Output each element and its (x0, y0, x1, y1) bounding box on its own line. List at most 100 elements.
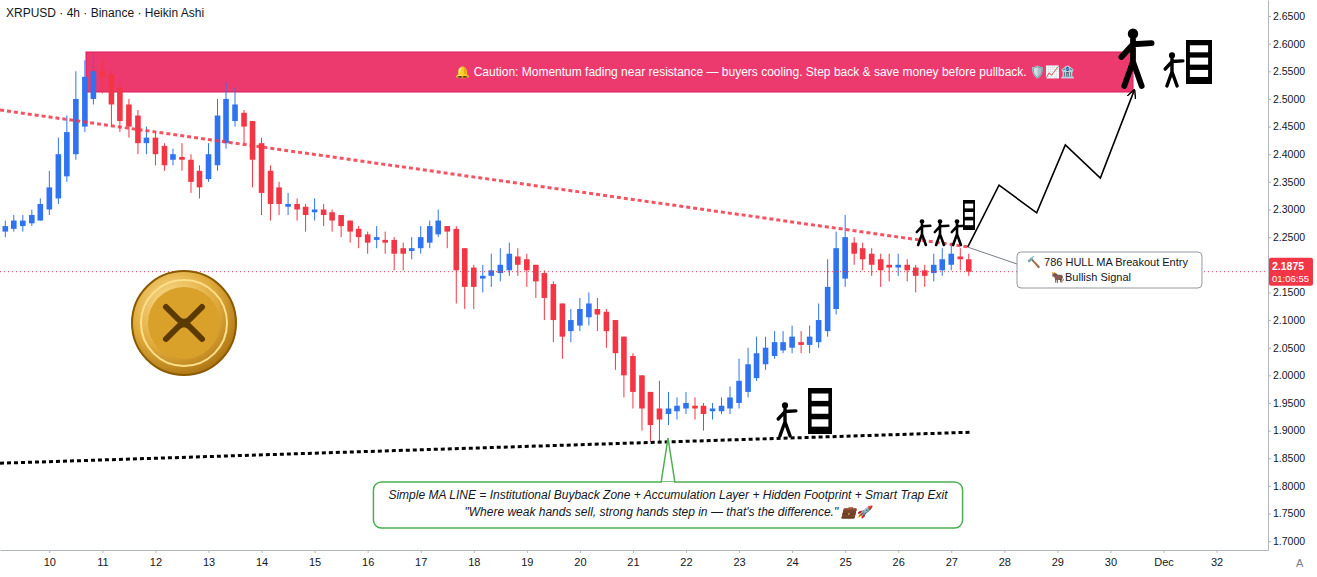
candle-body (833, 248, 839, 309)
candle-body (126, 104, 132, 126)
decorations (132, 29, 1212, 436)
x-tick-mark (633, 550, 634, 553)
candle-body (789, 337, 795, 348)
candle (488, 254, 494, 287)
candle (542, 270, 548, 320)
person-icon (778, 402, 796, 436)
candle (966, 254, 972, 276)
candle (338, 215, 344, 237)
candle (197, 165, 203, 198)
candle-body (206, 154, 212, 179)
candle (215, 99, 221, 171)
candle (3, 221, 9, 238)
candle (780, 331, 786, 353)
candle-body (895, 265, 901, 268)
candle-body (780, 342, 786, 350)
y-tick: 1.7000 (1268, 535, 1305, 547)
candle-body (329, 212, 335, 220)
atm-frame (963, 200, 975, 230)
candle-body (798, 342, 804, 345)
candle (825, 259, 831, 336)
y-tick-label: 2.4500 (1273, 120, 1305, 132)
coin-ring (141, 280, 227, 366)
x-tick-mark (1057, 550, 1058, 553)
atm-slot (812, 394, 829, 401)
x-tick-mark (1110, 550, 1111, 553)
candle (400, 243, 406, 271)
x-tick: 26 (893, 550, 905, 568)
y-tick-mark (1268, 486, 1271, 487)
candle (621, 337, 627, 398)
candle (38, 198, 44, 220)
candle (630, 353, 636, 408)
candle-body (268, 171, 274, 204)
candle (285, 193, 291, 215)
y-tick: 2.6000 (1268, 38, 1305, 50)
y-tick-label: 2.6000 (1273, 38, 1305, 50)
candle (206, 143, 212, 182)
candle-body (948, 254, 954, 265)
y-axis-line (1268, 1, 1269, 551)
candle-body (144, 138, 150, 144)
x-tick: 10 (44, 550, 56, 568)
atm-icon (1186, 40, 1212, 84)
x-tick: 13 (203, 550, 215, 568)
candle-body (957, 256, 963, 259)
candle-body (38, 204, 44, 221)
candle-body (453, 229, 459, 270)
x-tick-mark (155, 550, 156, 553)
x-tick-mark (49, 550, 50, 553)
candle-body (435, 221, 441, 235)
candle-body (29, 215, 35, 223)
x-tick: 17 (415, 550, 427, 568)
candle (20, 215, 26, 232)
candle (913, 265, 919, 293)
candle-body (47, 187, 53, 209)
candle (772, 331, 778, 359)
y-tick-label: 2.5000 (1273, 93, 1305, 105)
trend-line (0, 110, 970, 247)
candle-body (338, 215, 344, 226)
callout-text: "Where weak hands sell, strong hands ste… (464, 505, 874, 519)
callout-text: Simple MA LINE = Institutional Buyback Z… (388, 488, 948, 502)
candle-body (259, 143, 265, 193)
candle-body (710, 408, 716, 411)
y-tick-mark (1268, 182, 1271, 183)
coin-inner (148, 287, 220, 359)
y-tick-mark (1268, 320, 1271, 321)
atm-slot (1190, 70, 1208, 77)
x-axis-line (1, 550, 1269, 551)
atm-icon (963, 200, 975, 230)
candle (241, 110, 247, 143)
y-tick-mark (1268, 99, 1271, 100)
candle (648, 392, 654, 442)
candle-body (223, 99, 229, 143)
candle (639, 375, 645, 430)
candle-body (64, 132, 70, 176)
candle (524, 254, 530, 287)
candle (382, 232, 388, 254)
y-tick: 2.0500 (1268, 342, 1305, 354)
x-tick-mark (421, 550, 422, 553)
banner-text: 🔔 Caution: Momentum fading near resistan… (455, 65, 1075, 79)
candle (577, 298, 583, 331)
candle (745, 348, 751, 398)
candle (851, 237, 857, 265)
y-tick-mark (1268, 16, 1271, 17)
candle-body (391, 240, 397, 254)
candle (109, 71, 115, 126)
y-tick: 2.3000 (1268, 203, 1305, 215)
candle-body (188, 160, 194, 182)
candle-body (727, 397, 733, 408)
person-body (1121, 40, 1151, 86)
x-tick-label: 26 (893, 556, 905, 568)
candle-body (825, 287, 831, 331)
candle (170, 149, 176, 166)
candle (259, 138, 265, 215)
candle-body (807, 337, 813, 345)
candle-body (488, 270, 494, 276)
person-body (935, 224, 949, 245)
candle (276, 182, 282, 215)
candle (73, 71, 79, 159)
candle-body (648, 392, 654, 425)
